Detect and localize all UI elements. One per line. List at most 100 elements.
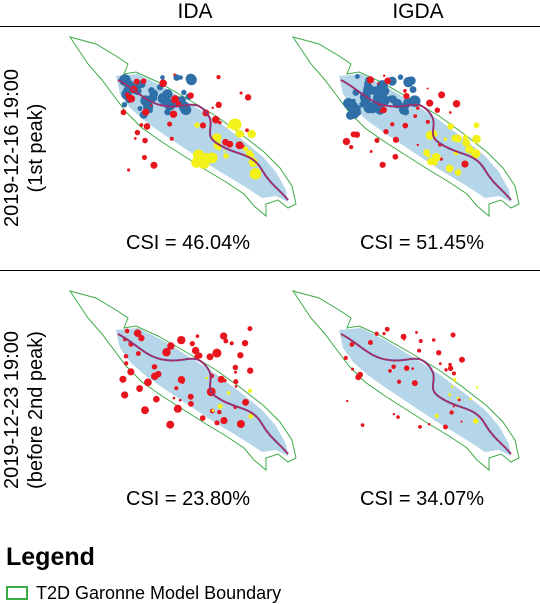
red-patch <box>188 400 194 407</box>
red-patch <box>388 369 392 373</box>
map-ida-row2 <box>68 290 297 472</box>
yellow-patch <box>431 152 441 162</box>
red-patch <box>418 338 423 343</box>
model-boundary-outline <box>291 290 520 472</box>
yellow-patch <box>456 396 459 400</box>
red-patch <box>216 75 221 80</box>
yellow-patch <box>248 413 254 419</box>
row-sub-2: (before 2nd peak) <box>25 331 47 489</box>
dark-flood-patch <box>121 101 128 108</box>
red-patch <box>189 340 195 347</box>
red-patch <box>392 412 396 416</box>
red-patch <box>351 367 355 371</box>
yellow-patch <box>250 153 255 158</box>
yellow-patch <box>223 153 229 159</box>
yellow-patch <box>462 134 468 140</box>
red-patch <box>460 420 463 423</box>
red-patch <box>121 391 129 399</box>
red-patch <box>229 341 234 346</box>
red-patch <box>241 339 249 347</box>
red-patch <box>342 137 351 146</box>
red-patch <box>214 420 220 426</box>
red-patch <box>138 334 145 342</box>
red-patch <box>150 372 159 381</box>
red-patch <box>172 396 176 400</box>
red-patch <box>217 375 225 383</box>
red-patch <box>461 160 469 168</box>
yellow-patch <box>243 146 249 152</box>
red-patch <box>403 365 410 371</box>
red-patch <box>142 108 150 116</box>
red-patch <box>124 328 130 334</box>
red-patch <box>451 371 457 376</box>
legend-title: Legend <box>6 543 95 571</box>
red-patch <box>391 364 396 370</box>
red-patch <box>452 405 455 408</box>
red-patch <box>159 79 167 88</box>
red-patch <box>357 371 363 378</box>
red-patch <box>127 94 136 103</box>
dark-flood-patch <box>157 92 170 105</box>
yellow-patch <box>469 397 472 401</box>
red-patch <box>215 101 222 109</box>
red-patch <box>426 99 434 107</box>
red-patch <box>374 331 379 336</box>
red-patch <box>149 104 153 107</box>
map-igda-row2 <box>291 290 520 472</box>
yellow-patch <box>425 152 431 158</box>
red-patch <box>191 346 200 355</box>
red-patch <box>178 398 182 402</box>
red-patch <box>416 143 419 147</box>
red-patch <box>218 120 222 125</box>
model-boundary-outline <box>291 36 520 218</box>
red-patch <box>133 78 140 85</box>
yellow-patch <box>473 122 480 129</box>
red-patch <box>403 88 407 93</box>
red-patch <box>396 415 400 419</box>
model-boundary-outline <box>68 290 297 472</box>
red-patch <box>436 350 442 356</box>
red-patch <box>448 362 452 367</box>
yellow-patch <box>198 161 207 169</box>
red-patch <box>173 73 176 76</box>
dark-flood-patch <box>397 74 404 80</box>
river-edge <box>117 333 289 455</box>
red-patch <box>383 128 389 135</box>
dark-flood-patch <box>185 73 196 84</box>
red-patch <box>443 424 448 430</box>
dark-flood-patch <box>137 106 143 111</box>
red-patch <box>415 330 418 334</box>
yellow-patch <box>445 164 454 173</box>
red-patch <box>232 364 239 371</box>
red-patch <box>425 119 430 124</box>
yellow-patch <box>450 385 454 388</box>
red-patch <box>141 406 149 415</box>
red-patch <box>187 393 194 400</box>
red-patch <box>196 352 203 359</box>
red-patch <box>349 342 355 347</box>
yellow-patch <box>235 129 244 138</box>
column-header-igda: IGDA <box>392 0 444 23</box>
red-patch <box>413 114 418 118</box>
model-boundary-outline <box>68 36 297 218</box>
red-patch <box>379 161 386 168</box>
csi-ida-row1: CSI = 46.04% <box>126 232 250 254</box>
red-patch <box>392 153 399 160</box>
row-sub-1: (1st peak) <box>25 103 47 193</box>
red-patch <box>234 385 238 388</box>
legend-item-boundary: T2D Garonne Model Boundary <box>6 582 281 604</box>
red-patch <box>217 409 222 415</box>
yellow-patch <box>475 386 479 389</box>
dark-flood-patch <box>178 75 183 80</box>
red-patch <box>124 92 130 98</box>
red-patch <box>244 94 252 101</box>
yellow-patch <box>205 376 209 380</box>
red-patch <box>384 77 391 85</box>
dark-flood-patch <box>409 86 417 93</box>
dark-flood-patch <box>401 108 410 116</box>
red-patch <box>142 137 148 144</box>
yellow-patch <box>194 122 200 128</box>
dark-flood-patch <box>180 104 192 116</box>
river-edge <box>340 333 512 455</box>
red-patch <box>457 398 461 402</box>
